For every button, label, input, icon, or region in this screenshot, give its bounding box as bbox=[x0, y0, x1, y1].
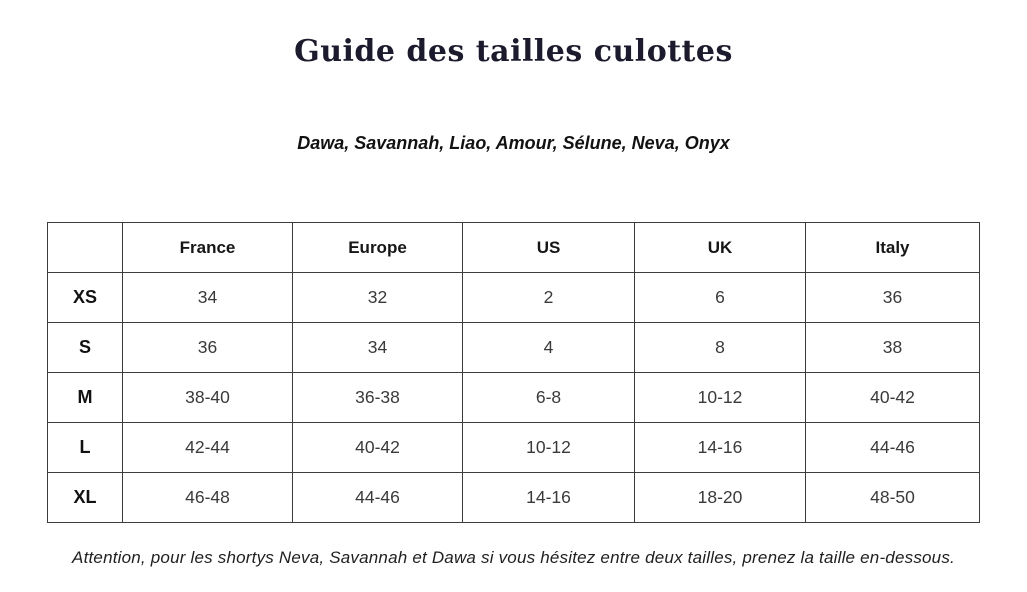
row-label-xs: XS bbox=[47, 272, 123, 323]
cell-xl-france: 46-48 bbox=[122, 472, 293, 523]
cell-xl-uk: 18-20 bbox=[634, 472, 806, 523]
cell-xl-europe: 44-46 bbox=[292, 472, 463, 523]
row-label-m: M bbox=[47, 372, 123, 423]
table-row-l: L 42-44 40-42 10-12 14-16 44-46 bbox=[47, 422, 980, 473]
cell-l-france: 42-44 bbox=[122, 422, 293, 473]
cell-xs-europe: 32 bbox=[292, 272, 463, 323]
cell-xs-us: 2 bbox=[462, 272, 635, 323]
cell-s-france: 36 bbox=[122, 322, 293, 373]
column-header-us: US bbox=[462, 222, 635, 273]
cell-s-us: 4 bbox=[462, 322, 635, 373]
column-header-italy: Italy bbox=[805, 222, 980, 273]
column-header-europe: Europe bbox=[292, 222, 463, 273]
cell-xl-italy: 48-50 bbox=[805, 472, 980, 523]
table-row-s: S 36 34 4 8 38 bbox=[47, 322, 980, 373]
cell-xs-uk: 6 bbox=[634, 272, 806, 323]
cell-m-uk: 10-12 bbox=[634, 372, 806, 423]
column-header-france: France bbox=[122, 222, 293, 273]
column-header-uk: UK bbox=[634, 222, 806, 273]
cell-s-uk: 8 bbox=[634, 322, 806, 373]
row-label-xl: XL bbox=[47, 472, 123, 523]
cell-xs-france: 34 bbox=[122, 272, 293, 323]
row-label-l: L bbox=[47, 422, 123, 473]
corner-cell bbox=[47, 222, 123, 273]
cell-l-uk: 14-16 bbox=[634, 422, 806, 473]
size-table: France Europe US UK Italy XS 34 32 2 6 3… bbox=[47, 222, 980, 523]
cell-m-italy: 40-42 bbox=[805, 372, 980, 423]
cell-m-us: 6-8 bbox=[462, 372, 635, 423]
table-row-xl: XL 46-48 44-46 14-16 18-20 48-50 bbox=[47, 472, 980, 523]
sizing-advice-footnote: Attention, pour les shortys Neva, Savann… bbox=[72, 548, 955, 567]
cell-s-italy: 38 bbox=[805, 322, 980, 373]
table-row-xs: XS 34 32 2 6 36 bbox=[47, 272, 980, 323]
table-header-row: France Europe US UK Italy bbox=[47, 222, 980, 273]
row-label-s: S bbox=[47, 322, 123, 373]
cell-xs-italy: 36 bbox=[805, 272, 980, 323]
cell-s-europe: 34 bbox=[292, 322, 463, 373]
cell-l-us: 10-12 bbox=[462, 422, 635, 473]
page-title: Guide des tailles culottes bbox=[294, 34, 733, 70]
cell-xl-us: 14-16 bbox=[462, 472, 635, 523]
cell-l-europe: 40-42 bbox=[292, 422, 463, 473]
collection-names-subtitle: Dawa, Savannah, Liao, Amour, Sélune, Nev… bbox=[297, 133, 730, 153]
cell-l-italy: 44-46 bbox=[805, 422, 980, 473]
cell-m-france: 38-40 bbox=[122, 372, 293, 423]
table-row-m: M 38-40 36-38 6-8 10-12 40-42 bbox=[47, 372, 980, 423]
cell-m-europe: 36-38 bbox=[292, 372, 463, 423]
